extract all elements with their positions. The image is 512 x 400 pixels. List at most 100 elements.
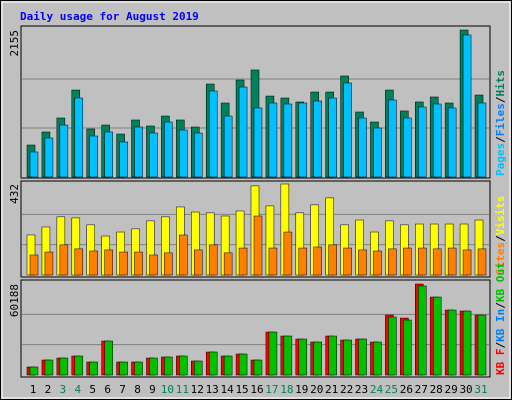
x-tick-label: 4 <box>74 383 81 396</box>
x-tick-label: 23 <box>355 383 368 396</box>
bar <box>253 107 263 178</box>
legend-separator: / <box>494 96 507 103</box>
chart-title: Daily usage for August 2019 <box>20 10 199 23</box>
bar <box>283 103 293 178</box>
bar <box>403 247 412 276</box>
bar <box>373 341 382 376</box>
bar <box>343 82 352 178</box>
bar <box>447 309 457 376</box>
x-tick-label: 5 <box>89 383 96 396</box>
bar <box>194 360 203 376</box>
bar <box>238 353 248 376</box>
bar <box>208 351 218 376</box>
bar <box>477 248 487 276</box>
bar <box>104 131 113 178</box>
bar <box>194 249 203 276</box>
bar <box>238 247 248 276</box>
bar <box>418 285 427 376</box>
legend-label: Sites <box>494 242 507 275</box>
bar <box>298 102 308 178</box>
bar <box>418 106 427 178</box>
bar <box>373 250 382 276</box>
x-tick-label: 27 <box>415 383 428 396</box>
x-tick-label: 16 <box>250 383 263 396</box>
x-tick-label: 14 <box>221 383 235 396</box>
bar <box>447 247 457 276</box>
bar <box>223 355 233 376</box>
bar <box>59 357 69 376</box>
bar <box>29 254 39 276</box>
bar <box>343 247 352 276</box>
bar <box>104 249 113 276</box>
x-tick-label: 7 <box>119 383 126 396</box>
bar <box>134 126 143 178</box>
bar <box>179 129 188 178</box>
bar <box>134 251 143 276</box>
x-tick-label: 6 <box>104 383 111 396</box>
bar <box>477 314 487 376</box>
bar <box>89 250 98 276</box>
legend: Pages/Files/Hits <box>494 70 507 176</box>
legend-label: KB F <box>494 349 507 376</box>
bar <box>358 338 367 376</box>
bar <box>313 341 322 376</box>
x-tick-label: 15 <box>235 383 248 396</box>
bar <box>223 252 233 276</box>
x-tick-label: 24 <box>370 383 384 396</box>
bar <box>74 355 84 376</box>
bar <box>328 244 337 276</box>
legend-label: Visits <box>494 196 507 236</box>
bar <box>44 359 54 376</box>
legend-separator: / <box>494 342 507 349</box>
bar <box>44 251 54 276</box>
x-tick-label: 8 <box>134 383 141 396</box>
bar <box>44 137 54 178</box>
bar <box>89 135 98 178</box>
bar <box>418 247 427 276</box>
bar <box>268 102 278 178</box>
bar <box>238 86 248 178</box>
x-tick-label: 20 <box>310 383 323 396</box>
bar <box>29 151 39 178</box>
x-tick-label: 19 <box>295 383 308 396</box>
bar <box>298 247 308 276</box>
bar <box>268 247 278 276</box>
bar <box>477 102 487 178</box>
bar <box>313 100 322 178</box>
bar <box>119 361 128 376</box>
bar <box>462 249 472 276</box>
bar <box>208 90 218 178</box>
bar <box>298 338 308 376</box>
bar <box>194 132 203 178</box>
legend-label: Pages <box>494 143 507 176</box>
bar <box>149 132 158 178</box>
x-tick-label: 10 <box>161 383 174 396</box>
bar <box>328 97 337 178</box>
bar <box>164 356 173 376</box>
bar <box>313 246 322 276</box>
bar <box>462 310 472 376</box>
legend-label: Files <box>494 103 507 136</box>
bar <box>179 234 188 276</box>
x-tick-label: 13 <box>206 383 219 396</box>
bar <box>283 335 293 376</box>
x-tick-label: 26 <box>400 383 413 396</box>
bar <box>119 141 128 178</box>
bar <box>388 316 397 376</box>
bar <box>447 107 457 178</box>
bar <box>358 249 367 276</box>
bar <box>388 248 397 276</box>
y-tick-label: 60188 <box>8 284 21 317</box>
x-tick-label: 22 <box>340 383 353 396</box>
bar <box>328 335 337 376</box>
legend-label: KB Out <box>494 262 507 302</box>
bar <box>343 339 352 376</box>
bar <box>432 296 442 376</box>
bar <box>104 340 113 376</box>
bar <box>29 366 39 376</box>
bar <box>462 34 472 178</box>
bar <box>403 117 412 178</box>
bar <box>223 115 233 178</box>
y-tick-label: 2155 <box>8 30 21 57</box>
